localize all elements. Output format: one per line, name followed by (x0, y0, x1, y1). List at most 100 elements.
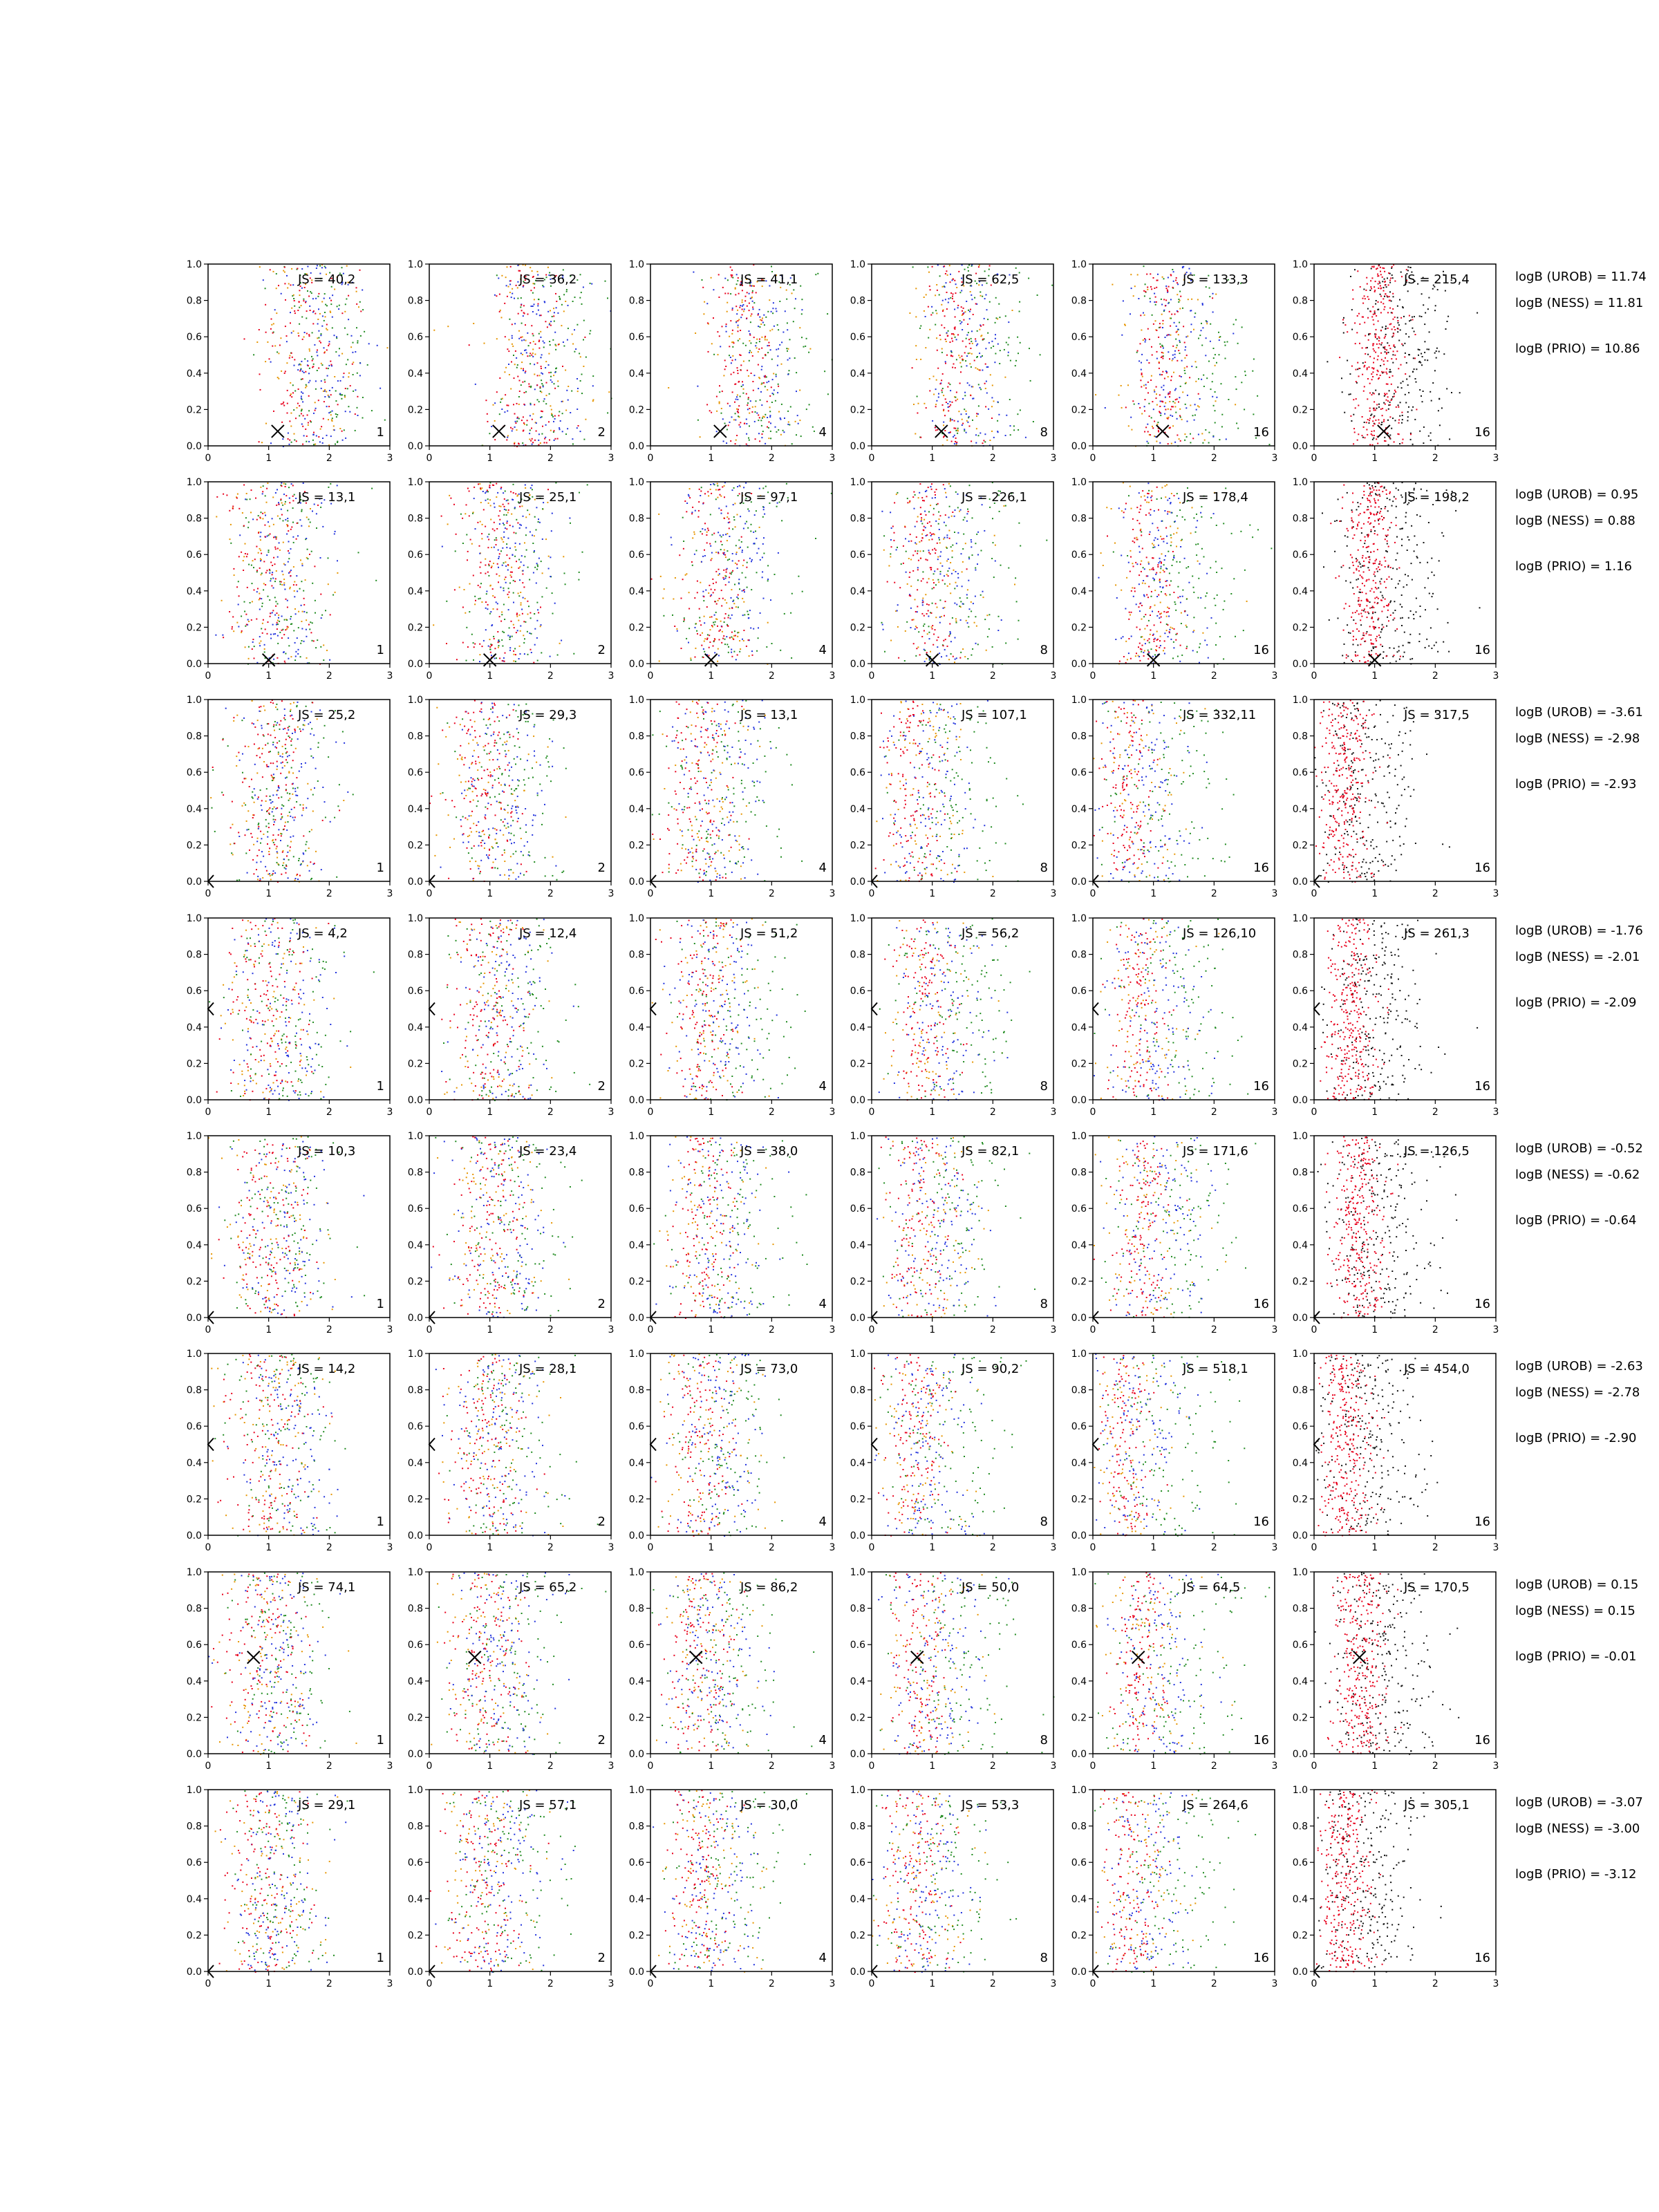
scatter-point (355, 389, 356, 391)
scatter-point (289, 502, 290, 503)
scatter-point (520, 630, 521, 632)
scatter-point (1391, 266, 1393, 268)
scatter-point (505, 565, 507, 567)
scatter-point (335, 351, 337, 353)
scatter-point (523, 422, 525, 424)
scatter-point (1434, 370, 1436, 371)
scatter-point (741, 541, 742, 543)
scatter-point (1372, 371, 1374, 373)
scatter-point (524, 381, 525, 382)
scatter-point (283, 542, 284, 543)
scatter-point (948, 382, 950, 384)
scatter-point (359, 270, 361, 271)
scatter-point (932, 644, 934, 646)
scatter-point (906, 551, 907, 552)
scatter-point (1399, 443, 1400, 444)
scatter-point (1013, 425, 1015, 427)
scatter-point (538, 333, 540, 335)
scatter-point (1179, 353, 1181, 354)
scatter-point (793, 321, 794, 322)
scatter-point (946, 574, 948, 575)
scatter-point (930, 567, 932, 568)
x-tick-label: 1 (1150, 453, 1156, 464)
scatter-point (740, 648, 741, 650)
scatter-point (735, 635, 736, 637)
js-annotation: JS = 62,5 (961, 272, 1019, 287)
scatter-point (756, 292, 757, 293)
scatter-point (541, 354, 543, 355)
scatter-point (946, 355, 948, 356)
scatter-point (924, 642, 926, 644)
y-tick-label: 1.0 (408, 477, 423, 488)
scatter-point (285, 599, 287, 600)
scatter-point (511, 514, 512, 515)
scatter-point (962, 648, 964, 650)
scatter-point (742, 306, 743, 307)
scatter-point (938, 523, 939, 525)
scatter-point (499, 294, 500, 295)
scatter-point (943, 640, 944, 641)
scatter-point (292, 357, 293, 358)
scatter-point (267, 633, 268, 635)
scatter-point (780, 650, 781, 651)
y-tick-label: 0.6 (850, 550, 865, 561)
scatter-point (1141, 496, 1142, 498)
scatter-point (927, 266, 928, 268)
scatter-point (1356, 332, 1358, 333)
scatter-point (478, 585, 479, 586)
scatter-point (999, 511, 1000, 512)
scatter-point (735, 288, 736, 289)
scatter-point (741, 386, 742, 387)
scatter-point (1143, 385, 1145, 386)
scatter-point (1397, 317, 1398, 319)
scatter-point (1193, 329, 1194, 330)
scatter-point (702, 556, 704, 557)
scatter-point (516, 612, 518, 614)
scatter-point (563, 294, 565, 295)
x-tick-label: 1 (487, 453, 493, 464)
scatter-point (943, 436, 944, 438)
scatter-point (538, 299, 540, 300)
scatter-point (737, 310, 738, 311)
scatter-point (951, 573, 953, 574)
scatter-point (529, 632, 530, 634)
scatter-point (552, 513, 553, 514)
y-tick-label: 0.8 (850, 296, 865, 307)
scatter-point (683, 541, 684, 542)
scatter-point (752, 301, 753, 302)
scatter-point (897, 547, 898, 548)
scatter-point (790, 406, 791, 408)
scatter-point (932, 533, 934, 534)
scatter-point (488, 539, 489, 541)
scatter-point (274, 563, 276, 565)
scatter-point (292, 522, 294, 523)
scatter-point (304, 287, 306, 288)
scatter-point (739, 640, 740, 641)
subplot-r1-c4: 0 1 2 30.00.20.40.60.81.0JS = 62,58 (850, 259, 1057, 464)
scatter-point (1206, 321, 1208, 322)
scatter-point (512, 636, 513, 637)
scatter-point (295, 418, 297, 419)
scatter-point (966, 413, 967, 415)
scatter-point (269, 572, 270, 574)
scatter-point (540, 626, 541, 627)
scatter-point (702, 528, 703, 529)
scatter-point (915, 655, 917, 657)
scatter-point (777, 392, 778, 393)
scatter-point (357, 342, 358, 344)
scatter-point (955, 400, 957, 402)
scatter-point (1370, 280, 1371, 281)
scatter-point (1138, 360, 1140, 362)
scatter-point (286, 534, 288, 535)
scatter-point (493, 608, 494, 610)
scatter-point (742, 393, 744, 394)
scatter-point (946, 440, 948, 441)
scatter-point (727, 279, 729, 281)
scatter-point (1381, 342, 1382, 344)
scatter-point (558, 415, 559, 416)
scatter-point (937, 568, 938, 570)
scatter-point (975, 434, 977, 435)
scatter-point (742, 384, 744, 386)
scatter-point (554, 440, 555, 441)
scatter-point (562, 413, 563, 414)
